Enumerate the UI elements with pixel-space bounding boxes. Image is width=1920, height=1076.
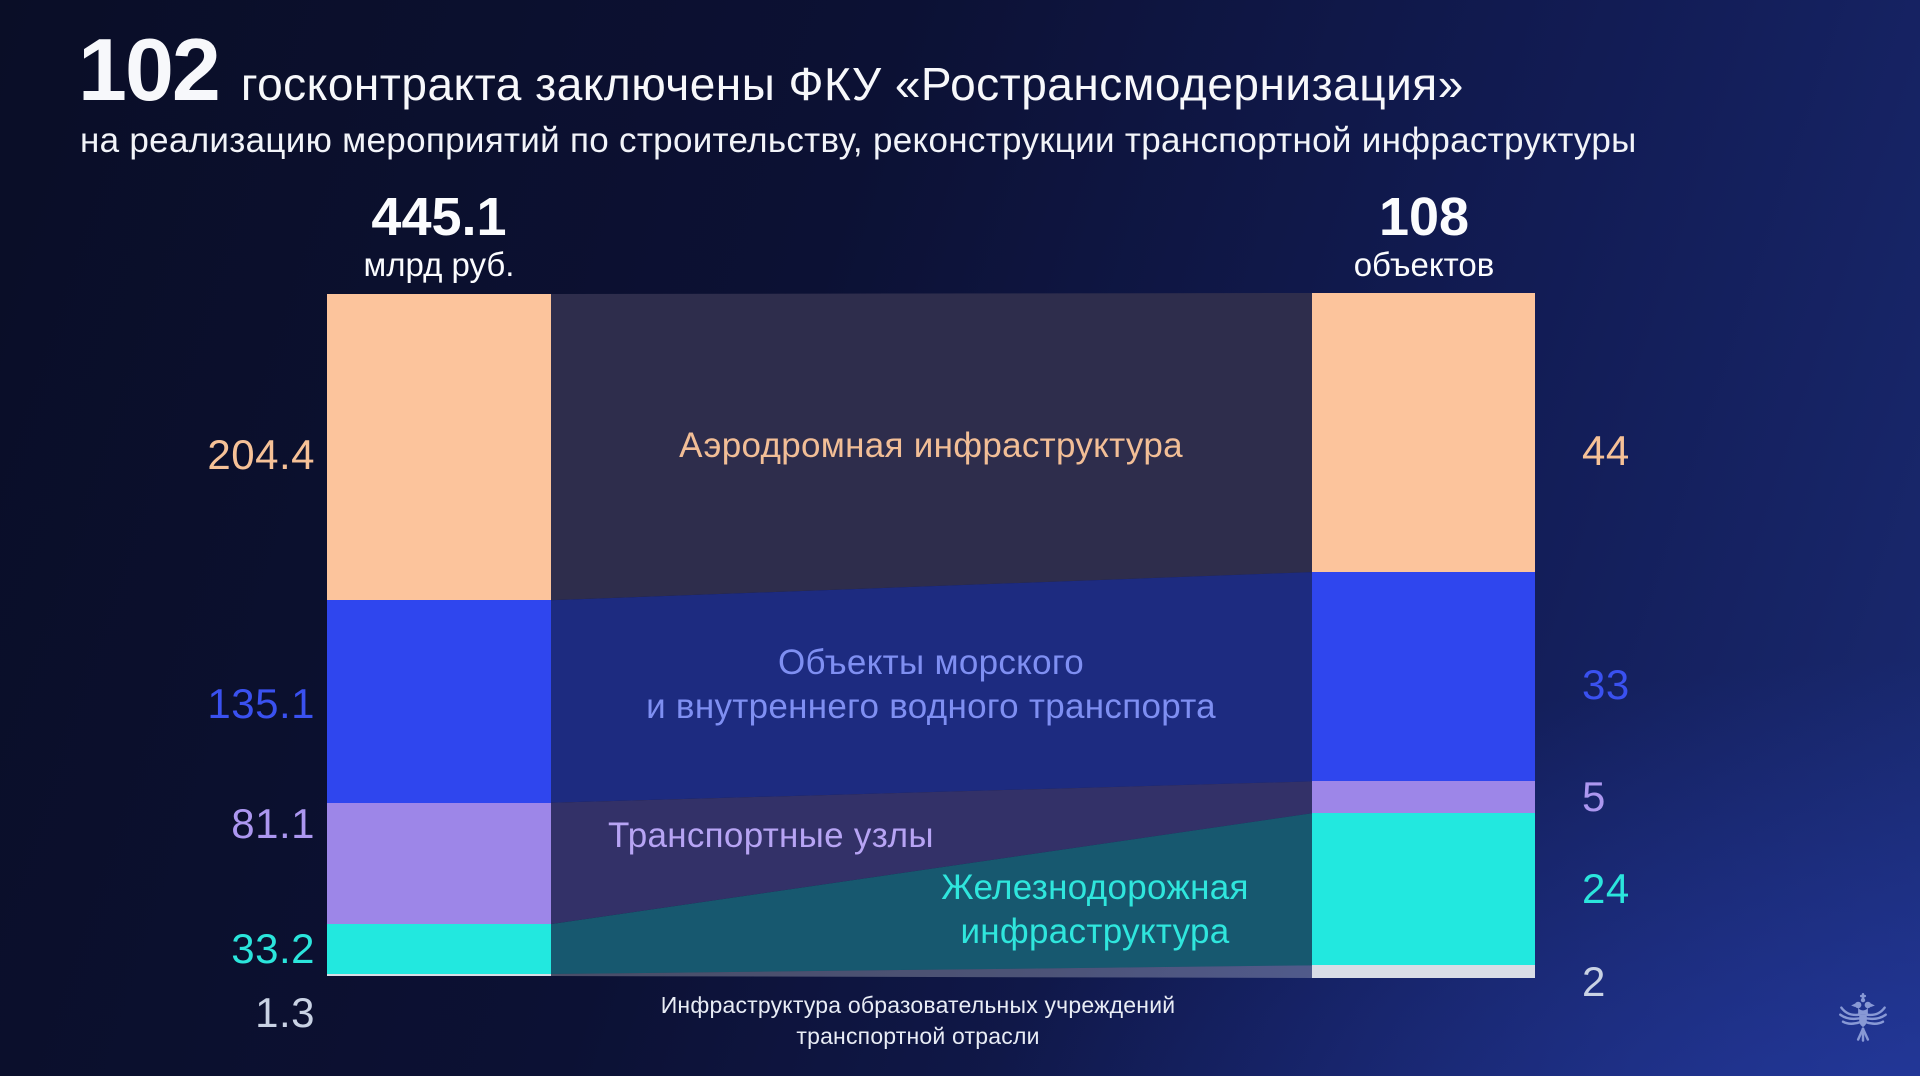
right-bar-header: 108 объектов <box>1264 188 1584 284</box>
value-label-rubles: 81.1 <box>231 799 315 847</box>
category-label-sea: Объекты морского и внутреннего водного т… <box>646 641 1216 729</box>
value-label-objects: 2 <box>1582 957 1606 1005</box>
category-label-education: Инфраструктура образовательных учреждени… <box>661 990 1176 1052</box>
page-title: 102 госконтракта заключены ФКУ «Ространс… <box>78 20 1464 120</box>
bar-segment-education <box>1312 965 1535 978</box>
value-label-rubles: 135.1 <box>207 679 315 727</box>
bar-segment-sea <box>327 600 551 803</box>
flow-band <box>550 572 1313 803</box>
bar-segment-aerodrome <box>327 294 551 601</box>
flow-band <box>550 813 1313 975</box>
value-label-objects: 44 <box>1582 426 1630 474</box>
flow-band <box>550 965 1313 978</box>
subtitle-text: на реализацию мероприятий по строительст… <box>80 121 1637 160</box>
title-text: госконтракта заключены ФКУ «Ространсмоде… <box>240 58 1464 110</box>
category-label-line: транспортной отрасли <box>796 1023 1040 1049</box>
category-label-hubs: Транспортные узлы <box>608 814 934 858</box>
bar-segment-sea <box>1312 572 1535 782</box>
value-label-rubles: 33.2 <box>231 925 315 973</box>
bar-segment-education <box>327 974 551 976</box>
left-stacked-bar <box>327 294 551 976</box>
left-bar-header: 445.1 млрд руб. <box>279 188 599 284</box>
bar-segment-hubs <box>1312 781 1535 814</box>
bar-segment-rail <box>327 924 551 975</box>
contracts-count: 102 <box>78 20 221 119</box>
category-label-line: инфраструктура <box>960 912 1230 951</box>
value-label-objects: 5 <box>1582 773 1606 821</box>
value-label-objects: 33 <box>1582 660 1630 708</box>
bar-segment-hubs <box>327 802 551 925</box>
category-label-line: и внутреннего водного транспорта <box>646 687 1216 726</box>
value-label-rubles: 1.3 <box>255 989 315 1037</box>
category-label-line: Аэродромная инфраструктура <box>679 426 1183 465</box>
right-total-unit: объектов <box>1353 246 1495 283</box>
bar-segment-rail <box>1312 813 1535 966</box>
right-stacked-bar <box>1312 293 1535 978</box>
category-label-line: Транспортные узлы <box>608 816 934 855</box>
bar-segment-aerodrome <box>1312 293 1535 573</box>
left-total-value: 445.1 <box>371 187 507 247</box>
category-label-aerodrome: Аэродромная инфраструктура <box>679 424 1183 468</box>
category-label-line: Железнодорожная <box>941 868 1249 907</box>
value-label-rubles: 204.4 <box>207 431 315 479</box>
category-label-line: Объекты морского <box>778 643 1084 682</box>
flow-band <box>550 781 1313 925</box>
flow-band <box>550 293 1313 601</box>
category-label-line: Инфраструктура образовательных учреждени… <box>660 992 1176 1018</box>
transport-ministry-eagle-icon <box>1839 992 1887 1042</box>
category-label-rail: Железнодорожная инфраструктура <box>941 866 1248 954</box>
left-total-unit: млрд руб. <box>363 246 515 283</box>
value-label-objects: 24 <box>1582 865 1630 913</box>
right-total-value: 108 <box>1378 187 1470 247</box>
